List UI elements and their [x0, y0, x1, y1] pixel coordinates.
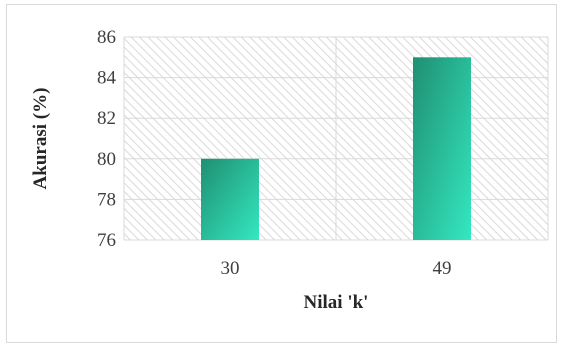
- x-tick-label: 30: [221, 258, 240, 279]
- grid-lines: [123, 36, 549, 241]
- x-axis-title: Nilai 'k': [304, 292, 369, 313]
- y-tick-label: 80: [97, 149, 116, 170]
- bar-49: [413, 57, 471, 240]
- y-axis-title: Akurasi (%): [30, 88, 51, 190]
- bars: [201, 57, 471, 240]
- y-tick-label: 78: [97, 189, 116, 210]
- bar-30: [201, 158, 259, 240]
- x-tick-label: 49: [433, 258, 452, 279]
- y-tick-label: 86: [97, 27, 116, 48]
- x-axis-ticks: 30 49: [221, 258, 452, 279]
- y-tick-label: 82: [97, 108, 116, 129]
- y-tick-label: 76: [97, 230, 116, 251]
- y-tick-label: 84: [97, 68, 117, 89]
- y-axis-ticks: 76 78 80 82 84 86: [97, 27, 117, 251]
